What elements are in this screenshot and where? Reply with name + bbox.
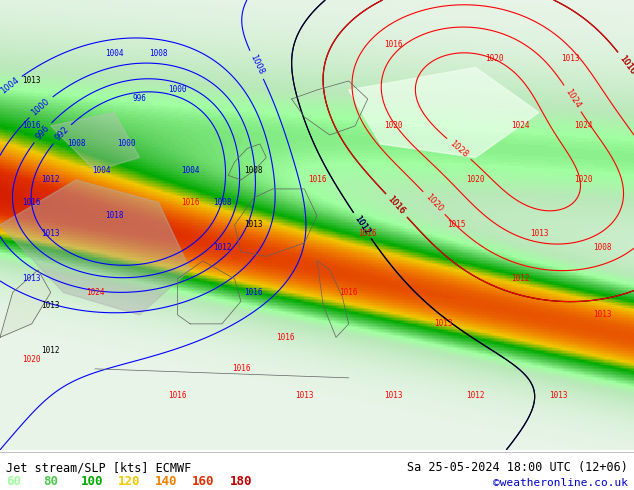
Text: 1013: 1013 — [295, 392, 314, 400]
Text: 1012: 1012 — [510, 274, 529, 283]
Text: 1004: 1004 — [92, 167, 111, 175]
Text: 1024: 1024 — [563, 87, 582, 110]
Text: 1016: 1016 — [22, 122, 41, 130]
Polygon shape — [349, 68, 539, 157]
Text: 1004: 1004 — [105, 49, 124, 58]
Text: 140: 140 — [155, 475, 178, 488]
Text: 1000: 1000 — [30, 97, 51, 117]
Text: 1012: 1012 — [41, 175, 60, 184]
Polygon shape — [0, 270, 51, 337]
Text: 1016: 1016 — [22, 198, 41, 207]
Text: 1020: 1020 — [466, 175, 485, 184]
Text: 1016: 1016 — [618, 53, 634, 76]
Text: 120: 120 — [118, 475, 140, 488]
Text: 80: 80 — [44, 475, 58, 488]
Text: 1016: 1016 — [339, 288, 358, 297]
Polygon shape — [0, 180, 190, 315]
Text: 1013: 1013 — [22, 274, 41, 283]
Text: 1028: 1028 — [448, 139, 470, 159]
Text: 1013: 1013 — [548, 392, 567, 400]
Text: Sa 25-05-2024 18:00 UTC (12+06): Sa 25-05-2024 18:00 UTC (12+06) — [407, 461, 628, 474]
Text: 1016: 1016 — [307, 175, 327, 184]
Text: 1008: 1008 — [149, 49, 168, 58]
Text: 1000: 1000 — [168, 85, 187, 95]
Text: 1016: 1016 — [168, 392, 187, 400]
Text: 1020: 1020 — [22, 355, 41, 365]
Text: 1020: 1020 — [384, 122, 403, 130]
Text: 1016: 1016 — [358, 229, 377, 239]
Text: Jet stream/SLP [kts] ECMWF: Jet stream/SLP [kts] ECMWF — [6, 461, 191, 474]
Text: 1013: 1013 — [561, 54, 580, 63]
Text: 1008: 1008 — [248, 53, 265, 76]
Text: 1008: 1008 — [67, 140, 86, 148]
Text: 1018: 1018 — [105, 211, 124, 220]
Text: 1020: 1020 — [424, 193, 444, 214]
Text: 1016: 1016 — [276, 333, 295, 342]
Text: 996: 996 — [34, 123, 51, 141]
Text: 1013: 1013 — [244, 220, 263, 229]
Text: 1004: 1004 — [181, 167, 200, 175]
Text: 996: 996 — [133, 95, 146, 103]
Text: 1000: 1000 — [117, 140, 136, 148]
Text: 1016: 1016 — [618, 53, 634, 76]
Text: 1024: 1024 — [86, 288, 105, 297]
Text: 1016: 1016 — [386, 195, 407, 216]
Polygon shape — [51, 113, 139, 171]
Text: 992: 992 — [53, 125, 70, 143]
Text: 1012: 1012 — [353, 215, 372, 237]
Text: 1008: 1008 — [593, 243, 612, 252]
Text: 1012: 1012 — [466, 392, 485, 400]
Text: 1004: 1004 — [0, 76, 20, 96]
Text: 1020: 1020 — [574, 175, 593, 184]
Text: 100: 100 — [81, 475, 103, 488]
Text: 1016: 1016 — [244, 288, 263, 297]
Text: 1013: 1013 — [41, 301, 60, 310]
Text: 1013: 1013 — [593, 310, 612, 319]
Text: 1012: 1012 — [212, 243, 231, 252]
Text: 1015: 1015 — [447, 220, 466, 229]
Text: 60: 60 — [6, 475, 22, 488]
Text: 1013: 1013 — [41, 229, 60, 239]
Text: 1016: 1016 — [231, 365, 250, 373]
Text: 1013: 1013 — [529, 229, 548, 239]
Text: 1013: 1013 — [22, 76, 41, 85]
Text: 1008: 1008 — [244, 167, 263, 175]
Text: 1016: 1016 — [386, 195, 407, 216]
Text: 1013: 1013 — [384, 392, 403, 400]
Text: 1020: 1020 — [485, 54, 504, 63]
Text: 1024: 1024 — [574, 122, 593, 130]
Text: ©weatheronline.co.uk: ©weatheronline.co.uk — [493, 478, 628, 488]
Text: 1016: 1016 — [181, 198, 200, 207]
Text: 160: 160 — [192, 475, 215, 488]
Text: 1016: 1016 — [384, 41, 403, 49]
Text: 1008: 1008 — [212, 198, 231, 207]
Text: 1013: 1013 — [434, 319, 453, 328]
Text: 1024: 1024 — [510, 122, 529, 130]
Text: 1012: 1012 — [41, 346, 60, 355]
Text: 1012: 1012 — [353, 215, 372, 237]
Text: 180: 180 — [230, 475, 252, 488]
